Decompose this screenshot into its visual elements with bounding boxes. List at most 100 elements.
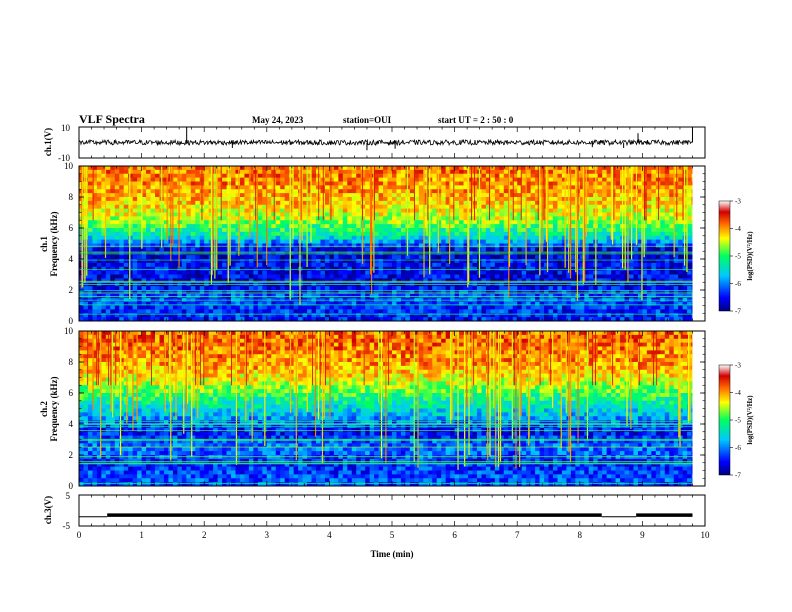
spectrogram-cell (400, 270, 406, 275)
spectrogram-cell (307, 166, 312, 171)
spectrogram-cell (468, 220, 473, 225)
spectrogram-cell (280, 193, 286, 198)
spectrogram-cell (315, 274, 321, 279)
spectrogram-cell (271, 251, 277, 256)
spectrogram-cell (454, 185, 460, 190)
spectrogram-cell (539, 259, 545, 264)
spectrogram-cell (92, 220, 98, 225)
spectrogram-cell (374, 204, 379, 210)
spectrogram-cell (110, 204, 116, 210)
spectrogram-cell (289, 262, 295, 268)
spectrogram-cell (181, 278, 187, 283)
spectrogram-cell (302, 231, 308, 237)
spectrogram-cell (110, 270, 116, 275)
spectrogram-cell (83, 262, 89, 268)
spectrogram-cell (624, 231, 630, 237)
spectrogram-cell (597, 228, 603, 233)
spectrogram-cell (347, 259, 353, 264)
spectrogram-cell (655, 224, 661, 229)
spectrogram-cell (83, 247, 89, 252)
spectrogram-cell (463, 204, 469, 210)
spectrogram-cell (476, 290, 482, 295)
spectrogram-cell (307, 212, 312, 217)
spectrogram-cell (597, 220, 603, 225)
spectrogram-cell (356, 247, 362, 252)
spectrogram-cell (561, 247, 567, 252)
spectrogram-cell (83, 216, 89, 221)
spectrogram-cell (204, 231, 210, 237)
spectrogram-cell (526, 166, 532, 171)
spectrogram-cell (155, 166, 160, 171)
spectrogram-cell (248, 235, 254, 241)
spectrogram-cell (159, 247, 165, 252)
spectrogram-cell (329, 278, 335, 283)
spectrogram-cell (441, 259, 447, 264)
spectrogram-cell (324, 255, 330, 260)
spectrogram-cell (485, 228, 491, 233)
spectrogram-cell (289, 204, 295, 210)
spectrogram-cell (195, 200, 201, 206)
spectrogram-cell (655, 290, 661, 295)
spectrogram-cell (280, 216, 286, 221)
spectrogram-cell (293, 259, 299, 264)
spectrogram-cell (557, 259, 563, 264)
spectrogram-cell (244, 224, 250, 229)
spectrogram-cell (535, 255, 540, 260)
spectrogram-cell (597, 231, 603, 237)
spectrogram-cell (418, 235, 424, 241)
spectrogram-cell (320, 228, 326, 233)
spectrogram-cell (620, 290, 625, 295)
spectrogram-cell (687, 204, 692, 210)
spectrogram-cell (624, 255, 630, 260)
spectrogram-cell (186, 290, 192, 295)
spectrogram-cell (459, 177, 464, 182)
spectrogram-cell (548, 266, 554, 272)
spectrogram-cell (132, 216, 138, 221)
spectrogram-cell (181, 166, 187, 171)
spectrogram-cell (275, 193, 281, 198)
spectrogram-cell (588, 200, 594, 206)
spectrogram-cell (642, 251, 648, 256)
spectrogram-cell (423, 200, 429, 206)
spectrogram-cell (687, 177, 692, 182)
spectrogram-cell (114, 204, 120, 210)
spectrogram-cell (526, 185, 532, 190)
spectrogram-cell (459, 185, 464, 190)
spectrogram-cell (468, 235, 473, 241)
spectrogram-cell (579, 216, 585, 221)
spectrogram-cell (602, 235, 608, 241)
spectrogram-cell (678, 208, 684, 213)
spectrogram-cell (356, 181, 362, 186)
spectrogram-cell (687, 274, 692, 279)
spectrogram-cell (597, 251, 603, 256)
spectrogram-cell (365, 290, 371, 295)
spectrogram-cell (190, 231, 196, 237)
spectrogram-cell (432, 231, 438, 237)
spectrogram-cell (177, 247, 183, 252)
spectrogram-cell (490, 266, 496, 272)
spectrogram-cell (651, 286, 657, 291)
spectrogram-cell (602, 224, 608, 229)
spectrogram-cell (137, 278, 142, 283)
spectrogram-cell (669, 278, 675, 283)
spectrogram-cell (360, 193, 366, 198)
spectrogram-cell (356, 239, 362, 244)
spectrogram-cell (459, 290, 464, 295)
spectrogram-cell (432, 235, 438, 241)
spectrogram-cell (123, 239, 129, 244)
spectrogram-cell (280, 231, 286, 237)
spectrogram-cell (669, 173, 675, 179)
spectrogram-cell (552, 177, 558, 182)
spectrogram-cell (248, 239, 254, 244)
spectrogram-cell (365, 197, 371, 202)
spectrogram-cell (485, 166, 491, 171)
spectrogram-cell (342, 177, 348, 182)
spectrogram-cell (347, 239, 353, 244)
spectrogram-cell (530, 235, 536, 241)
spectrogram-cell (123, 235, 129, 241)
spectrogram-cell (239, 235, 245, 241)
spectrogram-cell (418, 251, 424, 256)
spectrogram-cell (432, 216, 438, 221)
spectrogram-cell (539, 262, 545, 268)
spectrogram-cell (374, 208, 379, 213)
